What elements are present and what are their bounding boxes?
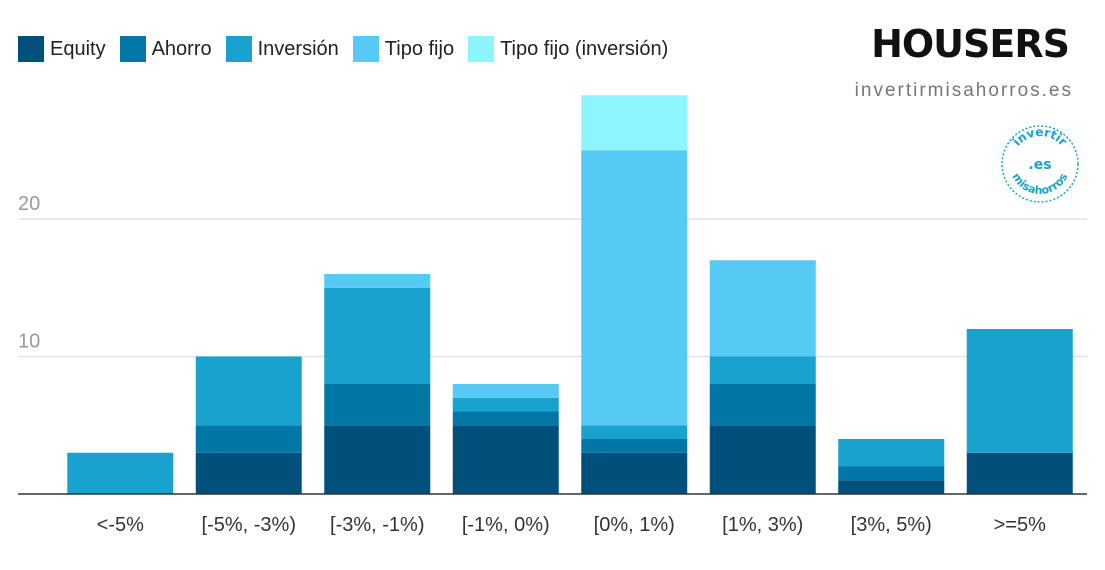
invertirmisahorros-seal: invertir .es misahorros [1001, 125, 1079, 203]
bar-segment [452, 425, 559, 494]
bar-segment [452, 397, 559, 412]
legend-item: Tipo fijo (inversión) [468, 36, 668, 62]
legend-label: Inversión [257, 37, 339, 60]
bar-segment [709, 356, 816, 384]
bar-segment [709, 425, 816, 494]
legend-item: Ahorro [119, 36, 212, 62]
bar-segment [709, 384, 816, 426]
bars [67, 95, 1073, 494]
legend-item: Inversión [225, 36, 339, 62]
bar-segment [581, 425, 688, 439]
bar-segment [581, 439, 688, 453]
legend-swatch [225, 36, 252, 62]
bar-segment [195, 356, 302, 426]
legend-swatch [352, 36, 379, 62]
y-tick-label: 20 [18, 193, 40, 215]
x-tick-label: [-3%, -1%) [330, 514, 424, 536]
legend-label: Tipo fijo [384, 37, 455, 60]
legend-swatch [468, 36, 495, 62]
bar-segment [324, 287, 431, 384]
bar-segment [324, 274, 431, 288]
x-tick-label: >=5% [994, 514, 1046, 536]
bar-segment [195, 425, 302, 453]
legend-item: Equity [18, 36, 106, 62]
legend-label: Ahorro [151, 37, 212, 60]
legend-swatch [18, 36, 44, 62]
bar-segment [838, 439, 945, 467]
x-tick-labels: <-5% [-5%, -3%) [-3%, -1%) [-1%, 0%) [0%, 1%… [97, 514, 1046, 536]
bar-segment [324, 425, 431, 494]
x-tick-label: [3%, 5%) [851, 514, 932, 536]
bar-segment [324, 384, 431, 426]
y-tick-labels: 10 20 [18, 193, 40, 353]
seal-text-bottom: misahorros [1010, 171, 1071, 198]
gridlines [18, 218, 1087, 358]
bar-segment [195, 452, 302, 494]
legend-label: Equity [50, 37, 106, 60]
y-tick-label: 10 [18, 331, 40, 353]
legend-swatch [119, 36, 146, 62]
x-tick-label: [0%, 1%) [594, 514, 675, 536]
svg-text:invertir: invertir [1010, 125, 1070, 149]
seal-text-top: invertir [1010, 125, 1070, 149]
bar-segment [709, 260, 816, 357]
housers-logo: HOUSERS [871, 22, 1070, 66]
bar-segment [452, 384, 559, 398]
legend-label: Tipo fijo (inversión) [500, 37, 669, 60]
x-tick-label: [-1%, 0%) [462, 514, 550, 536]
seal-text-center: .es [1028, 157, 1051, 173]
bar-segment [838, 480, 945, 494]
site-url: invertirmisahorros.es [854, 80, 1073, 101]
bar-segment [966, 452, 1073, 494]
bar-segment [966, 329, 1073, 453]
bar-segment [581, 95, 688, 151]
bar-segment [581, 150, 688, 426]
x-tick-label: [1%, 3%) [722, 514, 803, 536]
legend-item: Tipo fijo [352, 36, 455, 62]
bar-segment [838, 466, 945, 481]
x-tick-label: <-5% [97, 514, 144, 536]
bar-segment [67, 452, 174, 494]
bar-segment [452, 411, 559, 426]
legend: Equity Ahorro Inversión Tipo fijo Tipo fijo … [18, 36, 682, 62]
svg-text:misahorros: misahorros [1010, 171, 1071, 198]
x-tick-label: [-5%, -3%) [202, 514, 296, 536]
bar-segment [581, 452, 688, 494]
